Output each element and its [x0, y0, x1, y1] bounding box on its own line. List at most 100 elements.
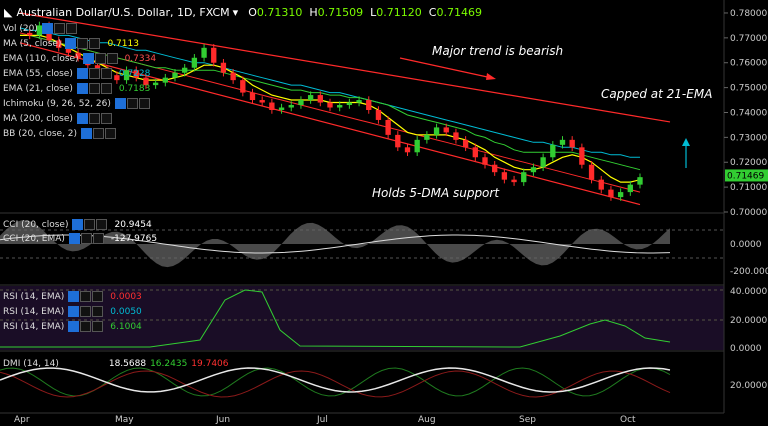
settings-icon[interactable]: [92, 321, 104, 332]
symbol-title[interactable]: Australian Dollar/U.S. Dollar, 1D, FXCM: [16, 5, 230, 19]
legend-indicator[interactable]: EMA (110, close) 0.7334: [3, 52, 156, 65]
settings-icon[interactable]: [88, 68, 100, 79]
high-value: 0.71509: [317, 5, 364, 19]
visibility-icon[interactable]: [72, 219, 84, 230]
chevron-down-icon[interactable]: ▾: [232, 5, 239, 19]
visibility-icon[interactable]: [81, 128, 93, 139]
trendline-upper: [19, 12, 671, 123]
legend-rsi-label: RSI (14, EMA): [3, 291, 65, 302]
indicator-controls[interactable]: [68, 233, 105, 244]
visibility-icon[interactable]: [65, 38, 77, 49]
settings-icon[interactable]: [92, 233, 104, 244]
visibility-icon[interactable]: [41, 23, 53, 34]
settings-icon[interactable]: [92, 306, 104, 317]
legend-rsi[interactable]: RSI (14, EMA) 0.0050: [3, 305, 142, 318]
indicator-controls[interactable]: [76, 113, 113, 124]
indicator-controls[interactable]: [72, 219, 108, 230]
legend-indicator-label: EMA (21, close): [3, 83, 73, 94]
adx-line: [0, 367, 671, 393]
cci-tick-label: 0.0000: [730, 240, 762, 250]
indicator-controls[interactable]: [41, 23, 78, 34]
settings-icon[interactable]: [80, 291, 92, 302]
settings-icon[interactable]: [53, 23, 65, 34]
settings-icon[interactable]: [126, 98, 138, 109]
candle-body: [588, 164, 595, 180]
legend-indicator[interactable]: EMA (21, close) 0.7183: [3, 82, 150, 95]
candle-body: [36, 25, 43, 36]
settings-icon[interactable]: [80, 321, 92, 332]
legend-dmi-value: 19.7406: [191, 358, 229, 369]
legend-rsi[interactable]: RSI (14, EMA) 6.1004: [3, 320, 142, 333]
legend-indicator[interactable]: Ichimoku (9, 26, 52, 26): [3, 97, 151, 110]
symbol-icon[interactable]: ◣: [4, 5, 13, 19]
visibility-icon[interactable]: [68, 233, 80, 244]
settings-icon[interactable]: [94, 53, 106, 64]
visibility-icon[interactable]: [114, 98, 126, 109]
legend-indicator[interactable]: Vol (20): [3, 22, 78, 35]
visibility-icon[interactable]: [82, 53, 94, 64]
indicator-controls[interactable]: [76, 68, 113, 79]
candle-body: [172, 72, 178, 78]
settings-icon[interactable]: [80, 306, 92, 317]
settings-icon[interactable]: [100, 83, 112, 94]
legend-rsi-label: RSI (14, EMA): [3, 306, 65, 317]
candle-body: [598, 179, 604, 190]
indicator-controls[interactable]: [68, 291, 104, 302]
open-value: 0.71310: [256, 5, 303, 19]
candle-body: [395, 134, 401, 148]
legend-rsi-label: RSI (14, EMA): [3, 321, 65, 332]
settings-icon[interactable]: [100, 113, 112, 124]
candle-body: [278, 107, 285, 110]
legend-indicator[interactable]: BB (20, close, 2): [3, 127, 117, 140]
visibility-icon[interactable]: [68, 306, 80, 317]
x-tick-label: Apr: [14, 415, 30, 425]
y-tick-label: 0.78000: [730, 9, 767, 19]
visibility-icon[interactable]: [68, 321, 80, 332]
candle-body: [220, 62, 227, 73]
candle-body: [472, 147, 478, 158]
settings-icon[interactable]: [84, 219, 96, 230]
settings-icon[interactable]: [88, 83, 100, 94]
settings-icon[interactable]: [77, 38, 89, 49]
indicator-controls[interactable]: [81, 128, 117, 139]
settings-icon[interactable]: [100, 68, 112, 79]
settings-icon[interactable]: [105, 128, 117, 139]
legend-indicator[interactable]: MA (5, close) 0.7113: [3, 37, 139, 50]
candle-body: [443, 127, 449, 133]
legend-indicator[interactable]: EMA (55, close) 0.7228: [3, 67, 150, 80]
candle-body: [627, 184, 633, 193]
settings-icon[interactable]: [92, 291, 104, 302]
settings-icon[interactable]: [89, 38, 101, 49]
indicator-controls[interactable]: [82, 53, 119, 64]
legend-cci[interactable]: CCI (20, close) 20.9454: [3, 218, 152, 231]
annotation-holds: Holds 5-DMA support: [372, 186, 500, 200]
legend-dmi[interactable]: DMI (14, 14) 18.5688 16.2435 19.7406: [3, 357, 229, 370]
legend-rsi-value: 0.0050: [110, 306, 142, 317]
indicator-controls[interactable]: [114, 98, 151, 109]
visibility-icon[interactable]: [76, 83, 88, 94]
legend-cci[interactable]: CCI (20, EMA) -127.9765: [3, 232, 157, 245]
settings-icon[interactable]: [96, 219, 108, 230]
indicator-controls[interactable]: [65, 38, 101, 49]
settings-icon[interactable]: [65, 23, 77, 34]
indicator-controls[interactable]: [68, 306, 104, 317]
visibility-icon[interactable]: [68, 291, 80, 302]
legend-rsi[interactable]: RSI (14, EMA) 0.0003: [3, 290, 142, 303]
settings-icon[interactable]: [80, 233, 92, 244]
settings-icon[interactable]: [106, 53, 118, 64]
settings-icon[interactable]: [88, 113, 100, 124]
indicator-controls[interactable]: [68, 321, 104, 332]
candle-body: [182, 67, 188, 73]
indicator-controls[interactable]: [76, 83, 113, 94]
legend-indicator[interactable]: MA (200, close): [3, 112, 113, 125]
candle-body: [162, 77, 168, 83]
candle-body: [414, 139, 420, 153]
visibility-icon[interactable]: [76, 68, 88, 79]
ema55-line: [20, 34, 641, 171]
settings-icon[interactable]: [138, 98, 150, 109]
candle-body: [569, 139, 575, 148]
legend-indicator-label: MA (200, close): [3, 113, 73, 124]
settings-icon[interactable]: [93, 128, 105, 139]
visibility-icon[interactable]: [76, 113, 88, 124]
